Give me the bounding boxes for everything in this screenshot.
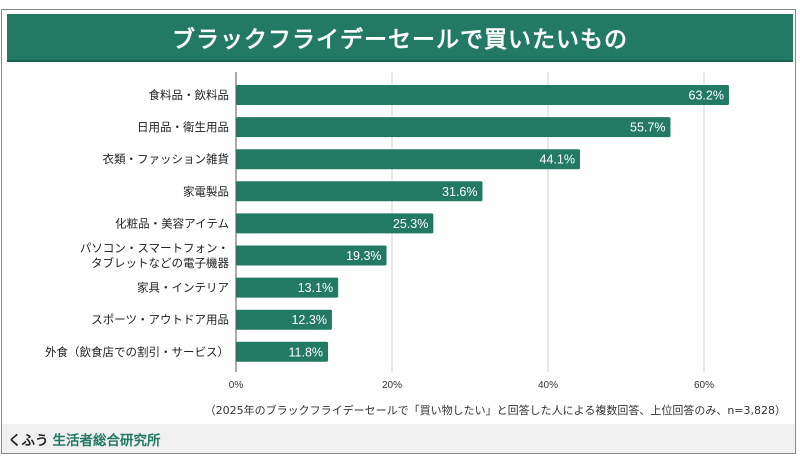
category-label-line: パソコン・スマートフォン・ — [80, 241, 229, 255]
tick-label: 0% — [229, 380, 244, 391]
category-label: 日用品・衛生用品 — [137, 120, 229, 134]
tick-label: 60% — [694, 380, 714, 391]
bar — [236, 117, 671, 138]
bar — [236, 309, 332, 330]
category-label-line: 家具・インテリア — [137, 281, 229, 295]
value-label: 13.1% — [298, 281, 333, 295]
bar — [236, 85, 729, 105]
gridlines — [391, 72, 705, 372]
bar — [236, 245, 387, 266]
value-label: 63.2% — [689, 89, 724, 103]
category-label: スポーツ・アウトドア用品 — [91, 313, 229, 327]
value-label: 55.7% — [630, 121, 665, 135]
tick-labels: 0% 20% 40% 60% — [229, 380, 714, 391]
bar — [236, 149, 580, 170]
category-label-line: 外食（飲食店での割引・サービス） — [45, 345, 229, 359]
category-label: 家電製品 — [183, 184, 229, 198]
brand-name: 生活者総合研究所 — [52, 432, 161, 449]
category-label-line: タブレットなどの電子機器 — [91, 256, 229, 270]
category-labels: 食料品・飲料品日用品・衛生用品衣類・ファッション雑貨家電製品化粧品・美容アイテム… — [45, 88, 229, 359]
chart-note: （2025年のブラックフライデーセールで「買い物したい」と回答した人による複数回… — [204, 404, 786, 417]
category-label-line: 衣類・ファッション雑貨 — [103, 152, 230, 166]
category-label: 家具・インテリア — [137, 281, 229, 295]
category-label: 化粧品・美容アイテム — [115, 216, 229, 230]
category-label: 外食（飲食店での割引・サービス） — [45, 345, 229, 359]
category-label-line: 化粧品・美容アイテム — [115, 216, 229, 230]
brand-prefix: くふう — [8, 432, 49, 449]
value-label: 25.3% — [393, 217, 428, 231]
bars: 63.2% 55.7% 44.1% 31.6% 25.3% 19.3% 13.1% 12.3%… — [236, 85, 729, 362]
category-label-line: 食料品・飲料品 — [149, 88, 230, 102]
title-banner: ブラックフライデーセールで買いたいもの — [7, 14, 793, 62]
value-label: 44.1% — [540, 153, 575, 167]
bar — [236, 181, 483, 202]
value-label: 11.8% — [289, 345, 324, 359]
category-label: 食料品・飲料品 — [149, 88, 230, 102]
tick-label: 20% — [382, 380, 402, 391]
value-label: 12.3% — [291, 313, 326, 327]
bar — [236, 341, 329, 362]
category-label-line: スポーツ・アウトドア用品 — [91, 313, 229, 327]
bar — [236, 277, 339, 298]
bar — [236, 213, 434, 234]
category-label: パソコン・スマートフォン・タブレットなどの電子機器 — [80, 241, 230, 270]
footer: くふう 生活者総合研究所 — [2, 424, 795, 453]
category-label-line: 日用品・衛生用品 — [137, 120, 229, 134]
value-label: 19.3% — [346, 249, 381, 263]
category-label: 衣類・ファッション雑貨 — [103, 152, 230, 166]
category-label-line: 家電製品 — [183, 184, 229, 198]
chart-title: ブラックフライデーセールで買いたいもの — [172, 27, 628, 53]
tick-label: 40% — [538, 380, 558, 391]
value-label: 31.6% — [442, 185, 477, 199]
